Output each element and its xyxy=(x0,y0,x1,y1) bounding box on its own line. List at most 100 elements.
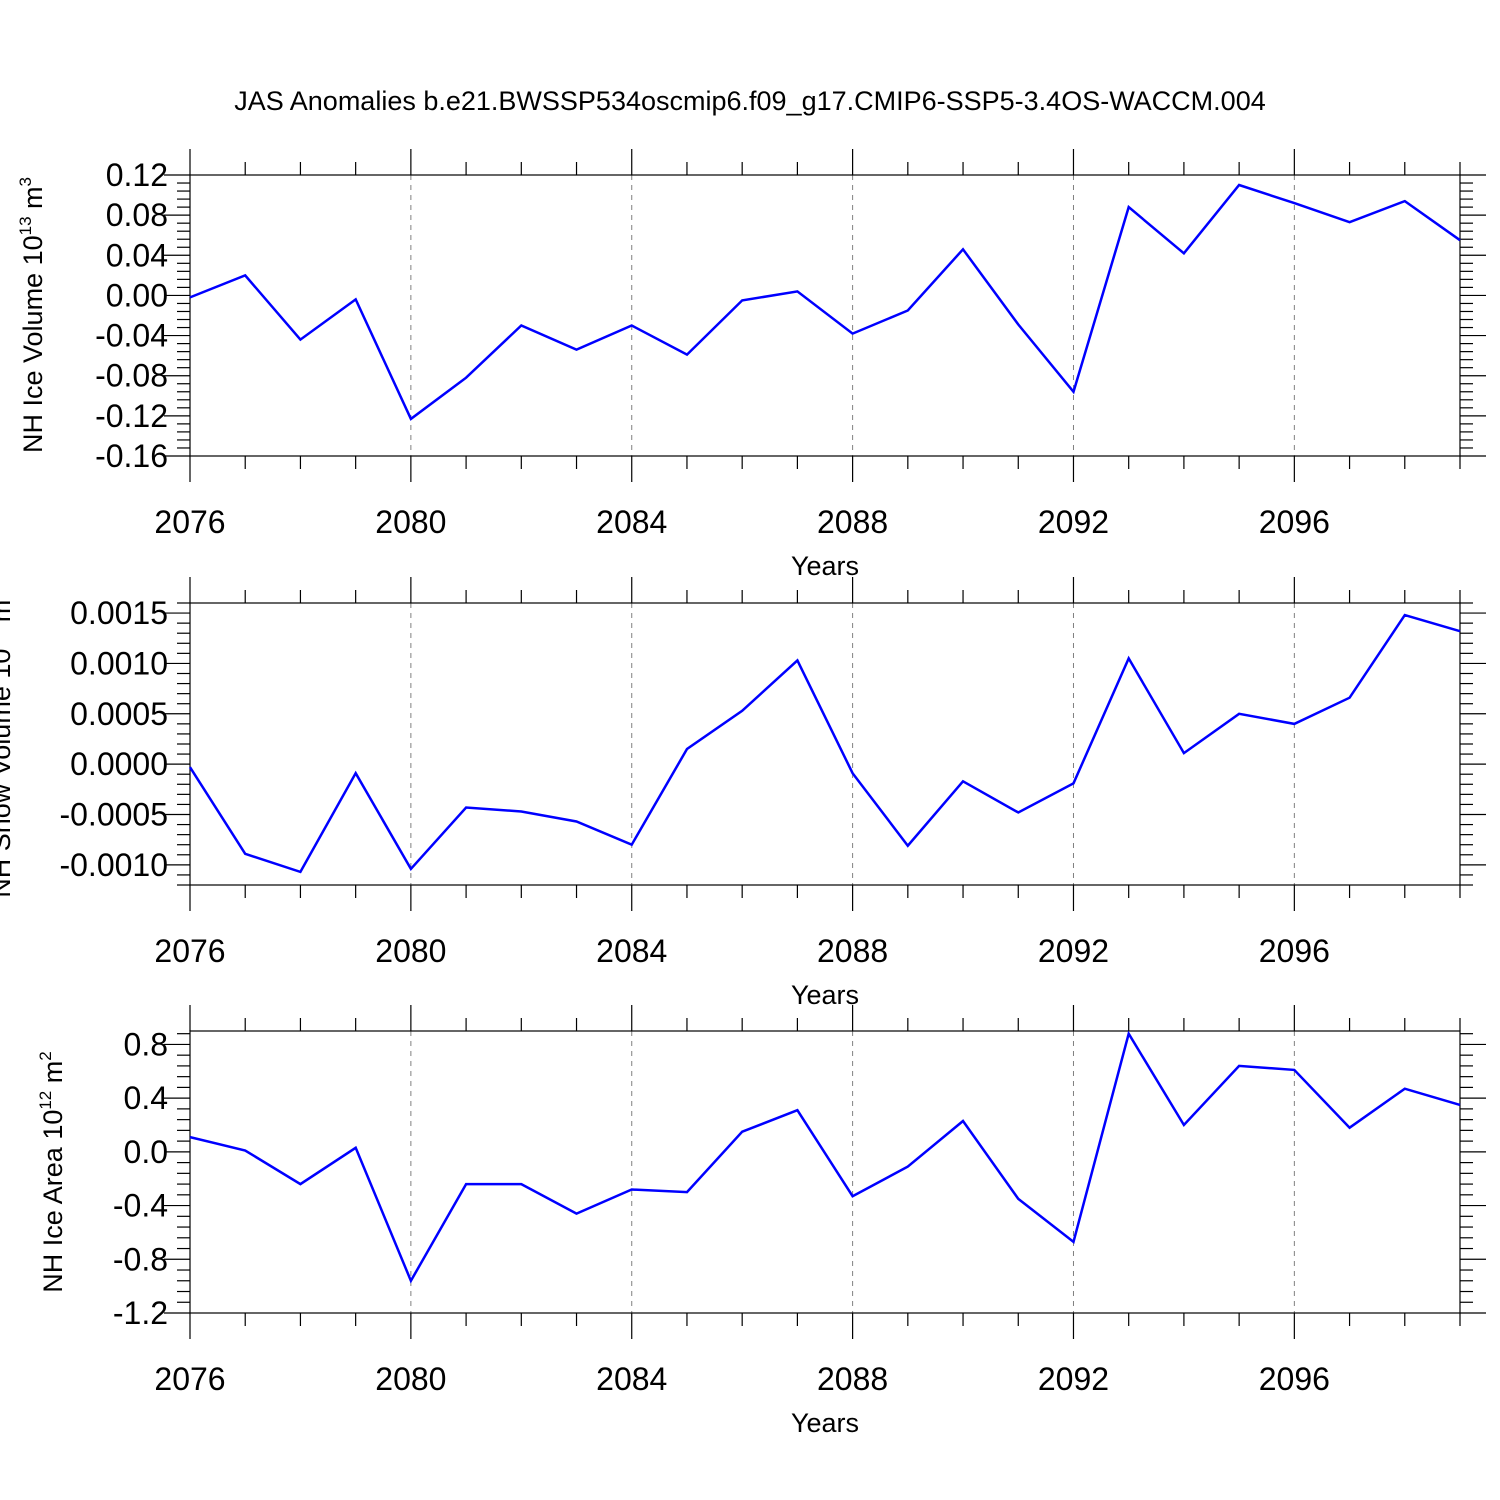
data-point xyxy=(685,353,689,357)
data-point xyxy=(464,1182,468,1186)
data-point xyxy=(851,771,855,775)
y-axis-label: NH Ice Volume 1013 m3 xyxy=(16,177,48,453)
x-axis-label: Years xyxy=(791,551,859,581)
data-point xyxy=(851,1194,855,1198)
x-tick-label: 2092 xyxy=(1038,504,1109,540)
data-point xyxy=(630,1187,634,1191)
data-point xyxy=(188,1135,192,1139)
data-point xyxy=(1403,1087,1407,1091)
data-point xyxy=(1071,390,1075,394)
x-tick-label: 2088 xyxy=(817,504,888,540)
data-point xyxy=(1403,199,1407,203)
data-point xyxy=(740,298,744,302)
data-point xyxy=(298,338,302,342)
data-point xyxy=(906,1165,910,1169)
data-point xyxy=(795,289,799,293)
y-tick-label: 0.0015 xyxy=(70,595,168,631)
data-point xyxy=(1237,712,1241,716)
x-tick-label: 2084 xyxy=(596,933,667,969)
plot-frame xyxy=(189,1030,1461,1314)
y-tick-label: -0.16 xyxy=(95,438,168,474)
data-point xyxy=(1182,1123,1186,1127)
y-tick-label: 0.00 xyxy=(106,277,168,313)
data-point xyxy=(1458,1103,1462,1107)
data-point xyxy=(795,658,799,662)
y-tick-label: -0.8 xyxy=(113,1241,168,1277)
data-point xyxy=(961,247,965,251)
data-point xyxy=(795,1108,799,1112)
data-point xyxy=(409,417,413,421)
data-point xyxy=(906,308,910,312)
y-tick-label: 0.12 xyxy=(106,157,168,193)
x-axis-label: Years xyxy=(791,1408,859,1438)
x-axis-label: Years xyxy=(791,980,859,1010)
y-tick-label: -0.04 xyxy=(95,318,168,354)
data-point xyxy=(1071,781,1075,785)
data-point xyxy=(354,297,358,301)
x-tick-label: 2080 xyxy=(375,933,446,969)
x-tick-label: 2088 xyxy=(817,1361,888,1397)
y-tick-label: -1.2 xyxy=(113,1295,168,1331)
data-point xyxy=(1237,183,1241,187)
x-tick-label: 2096 xyxy=(1259,1361,1330,1397)
x-tick-label: 2080 xyxy=(375,1361,446,1397)
x-tick-label: 2076 xyxy=(154,933,225,969)
y-tick-label: 0.08 xyxy=(106,197,168,233)
data-point xyxy=(409,867,413,871)
data-point xyxy=(575,820,579,824)
data-point xyxy=(188,295,192,299)
data-point xyxy=(1458,238,1462,242)
data-point xyxy=(1127,656,1131,660)
data-point xyxy=(575,1212,579,1216)
plot-frame xyxy=(189,174,1461,457)
data-point xyxy=(1016,810,1020,814)
data-point xyxy=(409,1279,413,1283)
data-point xyxy=(1292,201,1296,205)
data-point xyxy=(1348,696,1352,700)
y-tick-label: -0.0005 xyxy=(59,797,168,833)
data-point xyxy=(1182,251,1186,255)
y-tick-label: -0.4 xyxy=(113,1188,168,1224)
data-point xyxy=(519,324,523,328)
y-axis-label: NH Snow Volume 1013 m3 xyxy=(0,590,16,898)
data-point xyxy=(740,709,744,713)
y-tick-label: -0.08 xyxy=(95,358,168,394)
y-tick-label: 0.0 xyxy=(124,1134,168,1170)
y-tick-label: 0.8 xyxy=(124,1026,168,1062)
data-point xyxy=(961,779,965,783)
y-axis-label: NH Ice Area 1012 m2 xyxy=(36,1051,68,1292)
y-tick-label: -0.12 xyxy=(95,398,168,434)
plot-frame xyxy=(189,602,1461,886)
data-point xyxy=(354,1146,358,1150)
data-point xyxy=(685,1190,689,1194)
data-point xyxy=(1071,1240,1075,1244)
data-point xyxy=(464,376,468,380)
data-point xyxy=(464,805,468,809)
data-point xyxy=(685,747,689,751)
x-tick-label: 2092 xyxy=(1038,933,1109,969)
data-point xyxy=(519,1182,523,1186)
x-tick-label: 2076 xyxy=(154,1361,225,1397)
data-point xyxy=(1182,751,1186,755)
y-tick-label: 0.04 xyxy=(106,237,168,273)
x-tick-label: 2096 xyxy=(1259,933,1330,969)
data-point xyxy=(1348,1126,1352,1130)
data-point xyxy=(354,771,358,775)
data-point xyxy=(1292,722,1296,726)
y-tick-label: 0.0000 xyxy=(70,746,168,782)
data-point xyxy=(1127,1032,1131,1036)
data-point xyxy=(1237,1064,1241,1068)
data-point xyxy=(630,324,634,328)
data-point xyxy=(1292,1068,1296,1072)
y-tick-label: 0.4 xyxy=(124,1080,168,1116)
data-point xyxy=(961,1119,965,1123)
y-tick-label: 0.0005 xyxy=(70,696,168,732)
panel-3: 2076 2080 2084 2088 2092 2096 0.8 0.4 0.0 -0.4 -0.… xyxy=(36,1005,1486,1438)
x-tick-label: 2084 xyxy=(596,504,667,540)
x-tick-label: 2084 xyxy=(596,1361,667,1397)
data-point xyxy=(1348,220,1352,224)
data-point xyxy=(243,273,247,277)
data-point xyxy=(243,1149,247,1153)
y-tick-label: -0.0010 xyxy=(59,847,168,883)
